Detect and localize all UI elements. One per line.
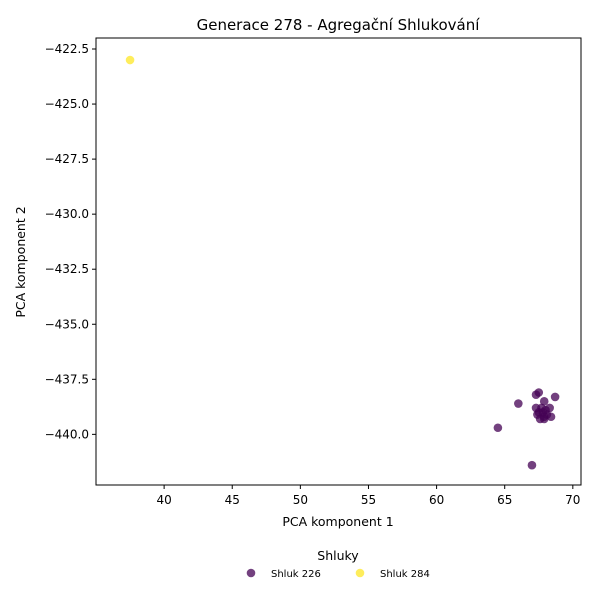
y-tick-label: −422.5 <box>45 42 89 56</box>
x-tick-label: 40 <box>156 493 171 507</box>
data-point <box>539 397 549 406</box>
plot-area: 40 45 50 55 60 65 70 −422.5 −425.0 −427.5 −430.0 −4… <box>45 37 582 507</box>
legend-marker <box>246 568 256 578</box>
legend-marker <box>355 568 365 578</box>
y-tick-label: −430.0 <box>45 207 89 221</box>
y-tick-label: −437.5 <box>45 372 89 386</box>
legend-title: Shluky <box>317 548 359 563</box>
y-tick-label: −425.0 <box>45 97 89 111</box>
x-tick-label: 55 <box>361 493 376 507</box>
legend: Shluk 226 Shluk 284 <box>246 568 430 580</box>
x-tick-label: 65 <box>497 493 512 507</box>
legend-label: Shluk 226 <box>271 569 321 580</box>
y-tick-label: −435.0 <box>45 317 89 331</box>
x-tick-label: 70 <box>565 493 580 507</box>
data-point <box>545 403 554 413</box>
y-tick-label: −427.5 <box>45 152 89 166</box>
data-point <box>550 392 560 402</box>
chart-title: Generace 278 - Agregační Shlukování <box>197 16 481 34</box>
x-tick-label: 60 <box>429 493 444 507</box>
y-axis-label: PCA komponent 2 <box>13 206 28 317</box>
plot-frame <box>95 37 582 486</box>
legend-label: Shluk 284 <box>380 569 430 580</box>
x-axis-label: PCA komponent 1 <box>282 514 393 529</box>
data-point <box>514 399 523 408</box>
data-point <box>546 412 556 422</box>
data-point <box>125 55 135 65</box>
data-point <box>539 414 549 424</box>
data-point <box>531 390 541 400</box>
data-point <box>527 460 537 470</box>
x-tick-label: 50 <box>293 493 308 507</box>
y-tick-label: −432.5 <box>45 262 89 276</box>
data-point <box>493 423 503 433</box>
x-tick-label: 45 <box>225 493 240 507</box>
y-tick-label: −440.0 <box>45 427 89 441</box>
